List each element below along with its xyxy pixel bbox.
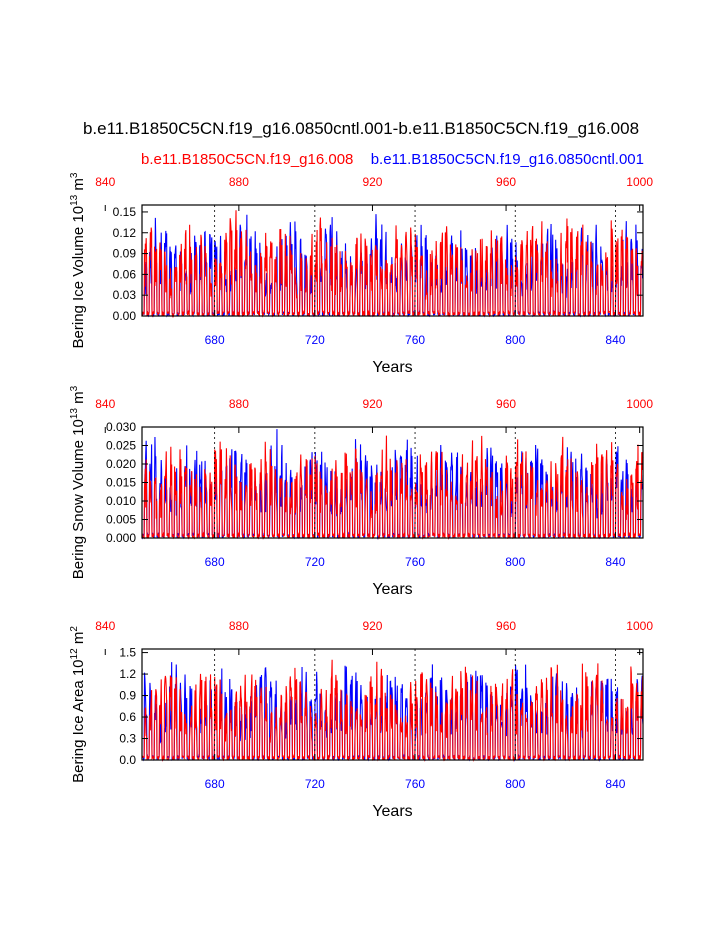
x-tick-label-top: 1000 bbox=[626, 619, 653, 633]
y-tick-label: 0.09 bbox=[113, 247, 137, 261]
x-tick-label-bottom: 760 bbox=[405, 333, 425, 347]
x-tick-label-bottom: 720 bbox=[305, 555, 325, 569]
y-tick-label: 0.025 bbox=[106, 439, 136, 453]
panel-1: 0.00 0.03 0.06 0.09 0.12 0.15 680 720 760 800 840 8… bbox=[69, 172, 653, 376]
x-tick-label-top: 840 bbox=[95, 175, 115, 189]
x-tick-label-top: 1000 bbox=[626, 397, 653, 411]
x-tick-label-bottom: 680 bbox=[205, 333, 225, 347]
x-tick-label-bottom: 720 bbox=[305, 777, 325, 791]
x-tick-label-top: 880 bbox=[229, 175, 249, 189]
y-tick-label: 0.00 bbox=[113, 309, 137, 323]
y-tick-label: 0.12 bbox=[113, 226, 137, 240]
x-axis-label: Years bbox=[372, 803, 412, 820]
y-tick-label: 0.06 bbox=[113, 267, 137, 281]
x-axis-label: Years bbox=[372, 359, 412, 376]
y-tick-label: 0.010 bbox=[106, 494, 136, 508]
y-tick-label: 0.03 bbox=[113, 288, 137, 302]
main-title: b.e11.B1850C5CN.f19_g16.0850cntl.001-b.e… bbox=[83, 119, 639, 138]
y-tick-label: 0.6 bbox=[119, 710, 136, 724]
series-line-red bbox=[141, 435, 644, 540]
x-axis-label: Years bbox=[372, 581, 412, 598]
y-tick-label: 0.3 bbox=[119, 732, 136, 746]
x-tick-label-top: 840 bbox=[95, 397, 115, 411]
x-tick-label-top: 880 bbox=[229, 619, 249, 633]
y-tick-label: 0.9 bbox=[119, 689, 136, 703]
x-tick-label-bottom: 840 bbox=[605, 555, 625, 569]
x-tick-label-bottom: 760 bbox=[405, 777, 425, 791]
plot-frame bbox=[141, 204, 644, 317]
y-tick-label: 1.5 bbox=[119, 646, 136, 660]
x-tick-label-top: 840 bbox=[95, 619, 115, 633]
x-tick-label-bottom: 680 bbox=[205, 555, 225, 569]
x-tick-label-bottom: 680 bbox=[205, 777, 225, 791]
x-tick-label-top: 920 bbox=[362, 619, 382, 633]
x-tick-label-top: 960 bbox=[496, 175, 516, 189]
y-axis-label: Bering Ice Volume 1013 m3 bbox=[69, 172, 87, 348]
y-tick-label: 1.2 bbox=[119, 667, 136, 681]
y-tick-label: 0.0 bbox=[119, 753, 136, 767]
y-axis-label: Bering Ice Area 1012 m2 bbox=[69, 626, 87, 783]
legend-blue: b.e11.B1850C5CN.f19_g16.0850cntl.001 bbox=[371, 151, 644, 168]
x-tick-label-top: 880 bbox=[229, 397, 249, 411]
x-tick-label-bottom: 840 bbox=[605, 777, 625, 791]
x-tick-label-top: 960 bbox=[496, 397, 516, 411]
y-axis-label: Bering Snow Volume 1013 m3 bbox=[69, 385, 87, 579]
legend-red: b.e11.B1850C5CN.f19_g16.008 bbox=[141, 151, 353, 168]
x-tick-label-bottom: 840 bbox=[605, 333, 625, 347]
series-line-red bbox=[141, 210, 644, 319]
x-tick-label-bottom: 800 bbox=[505, 777, 525, 791]
y-tick-label: 0.015 bbox=[106, 476, 136, 490]
x-tick-label-top: 920 bbox=[362, 175, 382, 189]
y-tick-label: 0.005 bbox=[106, 513, 136, 527]
panel-2: 0.000 0.005 0.010 0.015 0.020 0.025 0.030 680 72… bbox=[69, 385, 653, 598]
y-tick-label: 0.030 bbox=[106, 420, 136, 434]
plot-frame bbox=[141, 648, 644, 761]
y-tick-label: 0.15 bbox=[113, 205, 137, 219]
x-tick-label-bottom: 800 bbox=[505, 333, 525, 347]
y-tick-label: 0.020 bbox=[106, 457, 136, 471]
x-tick-label-bottom: 760 bbox=[405, 555, 425, 569]
x-tick-label-bottom: 720 bbox=[305, 333, 325, 347]
x-tick-label-top: 920 bbox=[362, 397, 382, 411]
panel-3: 0.0 0.3 0.6 0.9 1.2 1.5 680 720 760 800 840 840 880 9… bbox=[69, 619, 653, 820]
y-tick-label: 0.000 bbox=[106, 531, 136, 545]
x-tick-label-top: 1000 bbox=[626, 175, 653, 189]
x-tick-label-top: 960 bbox=[496, 619, 516, 633]
series-line-red bbox=[141, 659, 644, 762]
x-tick-label-bottom: 800 bbox=[505, 555, 525, 569]
